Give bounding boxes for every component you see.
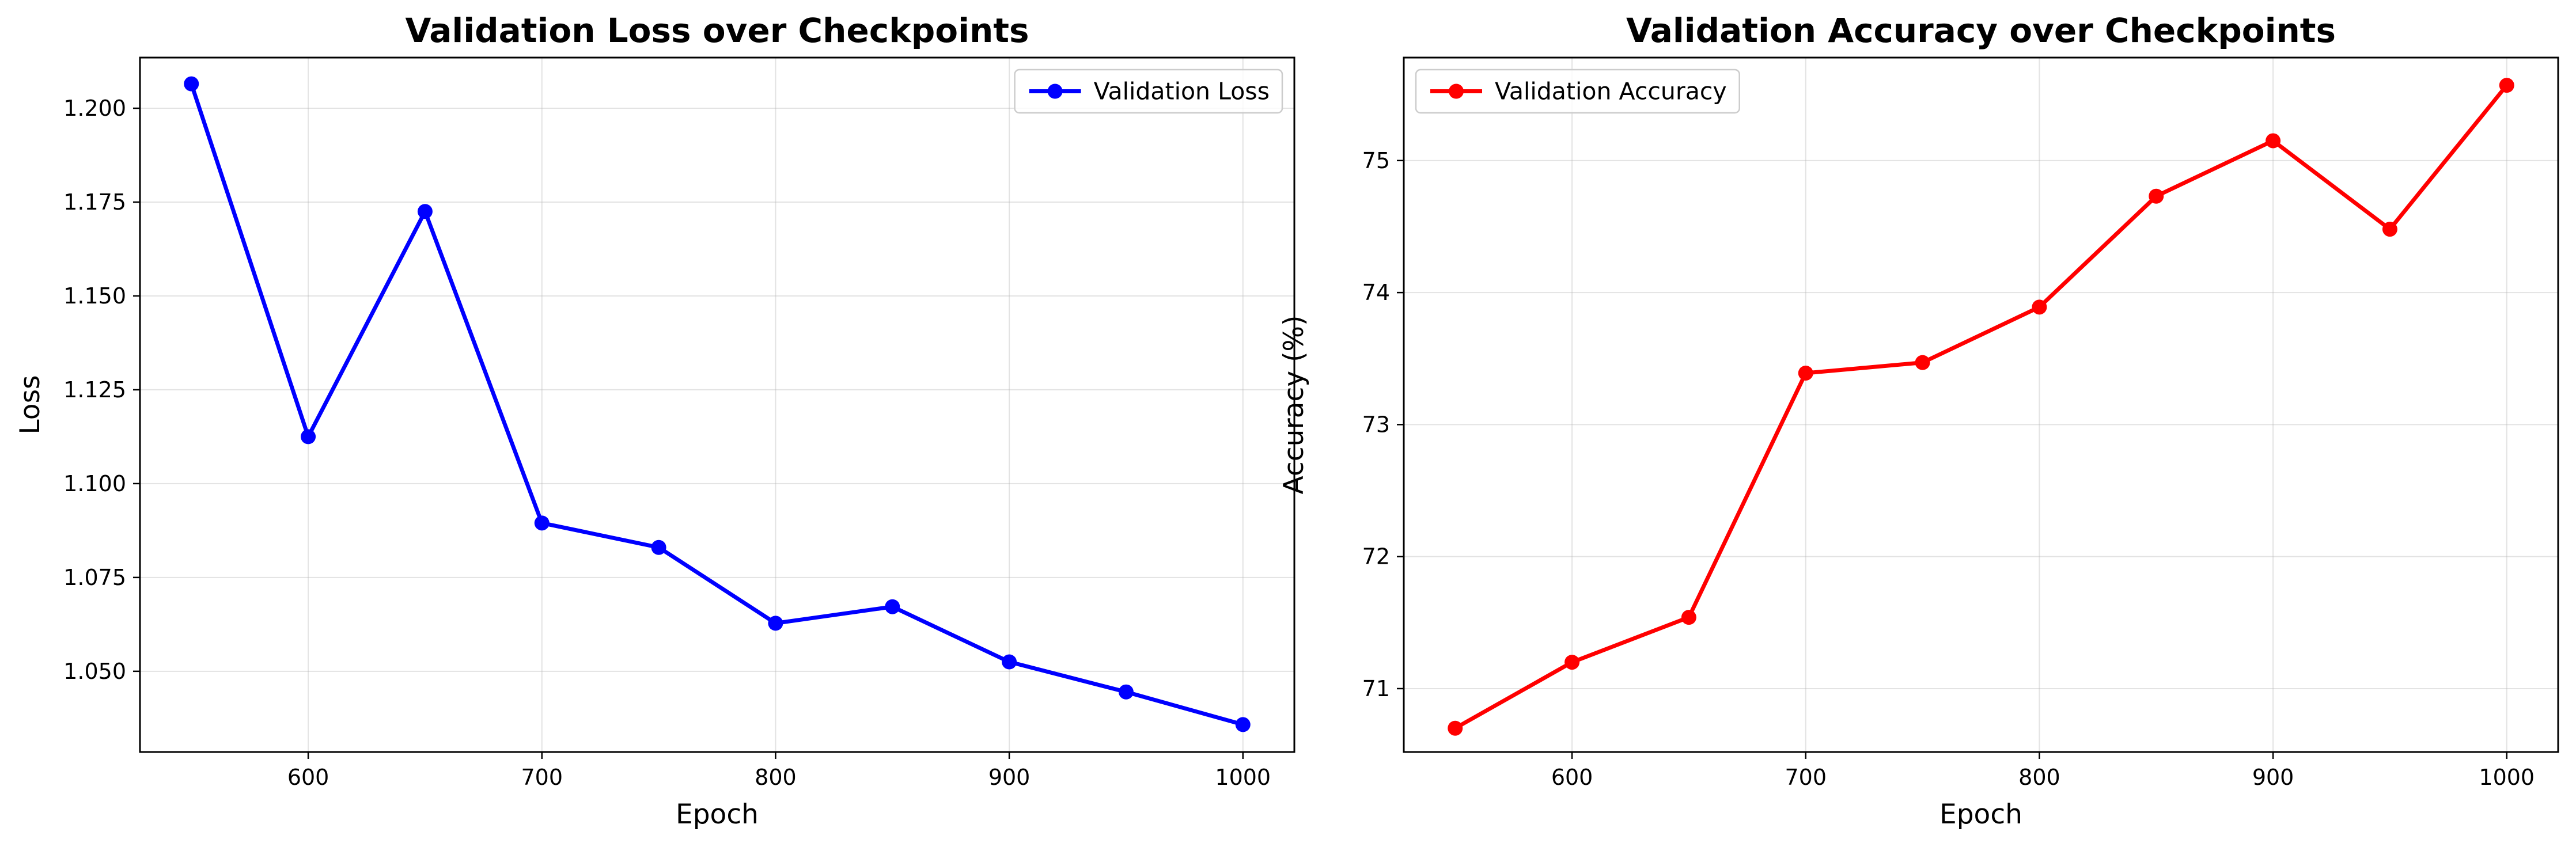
accuracy-chart-panel: Validation Accuracy over Checkpoints Epo… [1278,11,2559,830]
loss-chart-data-point [651,540,666,555]
loss-chart-x-tick-label: 700 [521,765,563,790]
accuracy-chart-y-tick-label: 75 [1362,148,1390,173]
loss-chart-y-tick-label: 1.100 [63,471,126,496]
loss-chart-legend-box [1014,69,1283,114]
accuracy-chart-data-point [1798,365,1813,381]
accuracy-chart-x-tick-label: 800 [2018,765,2060,790]
loss-chart-data-point [768,616,783,631]
loss-chart-plot-frame [139,56,1295,753]
loss-chart-y-tick-label: 1.125 [63,377,126,402]
accuracy-chart-y-axis-label: Accuracy (%) [1278,316,1310,495]
loss-chart-data-point [885,599,900,614]
loss-chart-series-line [189,82,1245,727]
accuracy-chart-x-tick-label: 700 [1785,765,1827,790]
accuracy-chart-title: Validation Accuracy over Checkpoints [1626,11,2336,50]
accuracy-chart-series [1448,78,2514,736]
loss-chart-data-point [534,515,550,531]
accuracy-chart-data-point [1681,610,1696,625]
accuracy-chart-y-tick-label: 74 [1362,280,1390,305]
loss-chart-data-point [1235,717,1251,732]
accuracy-chart-series-line [1453,83,2509,731]
accuracy-chart-y-tick-label: 73 [1362,412,1390,437]
accuracy-chart-y-tick-label: 71 [1362,676,1390,701]
accuracy-chart-y-tick-label: 72 [1362,544,1390,569]
accuracy-chart-x-tick-label: 1000 [2479,765,2535,790]
accuracy-chart-plot-frame [1403,56,2559,753]
accuracy-chart-legend-label: Validation Accuracy [1495,78,1727,105]
loss-chart-x-tick-label: 800 [755,765,797,790]
accuracy-chart-grid [1404,58,2558,752]
loss-chart-legend-label: Validation Loss [1094,78,1270,105]
loss-chart-y-axis-label: Loss [14,375,46,434]
loss-chart-y-tick-label: 1.075 [63,565,126,590]
accuracy-chart-legend-box [1415,69,1740,114]
loss-chart-x-tick-label: 900 [988,765,1031,790]
accuracy-chart-legend: Validation Accuracy [1415,69,1740,114]
loss-chart-data-point [301,429,316,445]
loss-chart-data-point [1002,654,1017,670]
loss-chart-panel: Validation Loss over Checkpoints Epoch L… [14,11,1295,830]
accuracy-chart-data-point [2499,78,2514,93]
accuracy-chart-data-point [1448,720,1463,736]
loss-chart-data-point [417,204,433,219]
accuracy-chart-data-point [2266,133,2281,149]
loss-chart-ticks: 600 700 800 900 1000 1.050 1.075 1.100 1.125 1.15… [63,96,1271,790]
accuracy-chart-data-point [2032,299,2047,315]
accuracy-chart-legend-marker [1449,83,1464,99]
loss-chart-y-tick-label: 1.200 [63,96,126,121]
accuracy-chart-x-tick-label: 900 [2252,765,2294,790]
accuracy-chart-x-axis-label: Epoch [1939,799,2022,830]
loss-chart-data-point [184,76,199,92]
loss-chart-y-tick-label: 1.175 [63,189,126,215]
loss-chart-series [184,76,1251,732]
loss-chart-x-tick-label: 1000 [1215,765,1271,790]
loss-chart-data-point [1118,684,1134,700]
loss-chart-legend-marker [1047,83,1063,99]
accuracy-chart-data-point [1564,655,1580,670]
loss-chart-grid [140,58,1294,752]
loss-chart-title: Validation Loss over Checkpoints [406,11,1029,50]
loss-chart-legend: Validation Loss [1014,69,1283,114]
loss-chart-x-tick-label: 600 [287,765,329,790]
accuracy-chart-data-point [2382,222,2397,237]
accuracy-chart-x-tick-label: 600 [1551,765,1593,790]
accuracy-chart-data-point [2149,188,2164,204]
loss-chart-x-axis-label: Epoch [676,799,759,830]
accuracy-chart-ticks: 600 700 800 900 1000 71 72 73 74 75 [1362,148,2535,790]
loss-chart-y-tick-label: 1.150 [63,283,126,309]
loss-chart-y-tick-label: 1.050 [63,659,126,684]
accuracy-chart-data-point [1915,355,1930,370]
